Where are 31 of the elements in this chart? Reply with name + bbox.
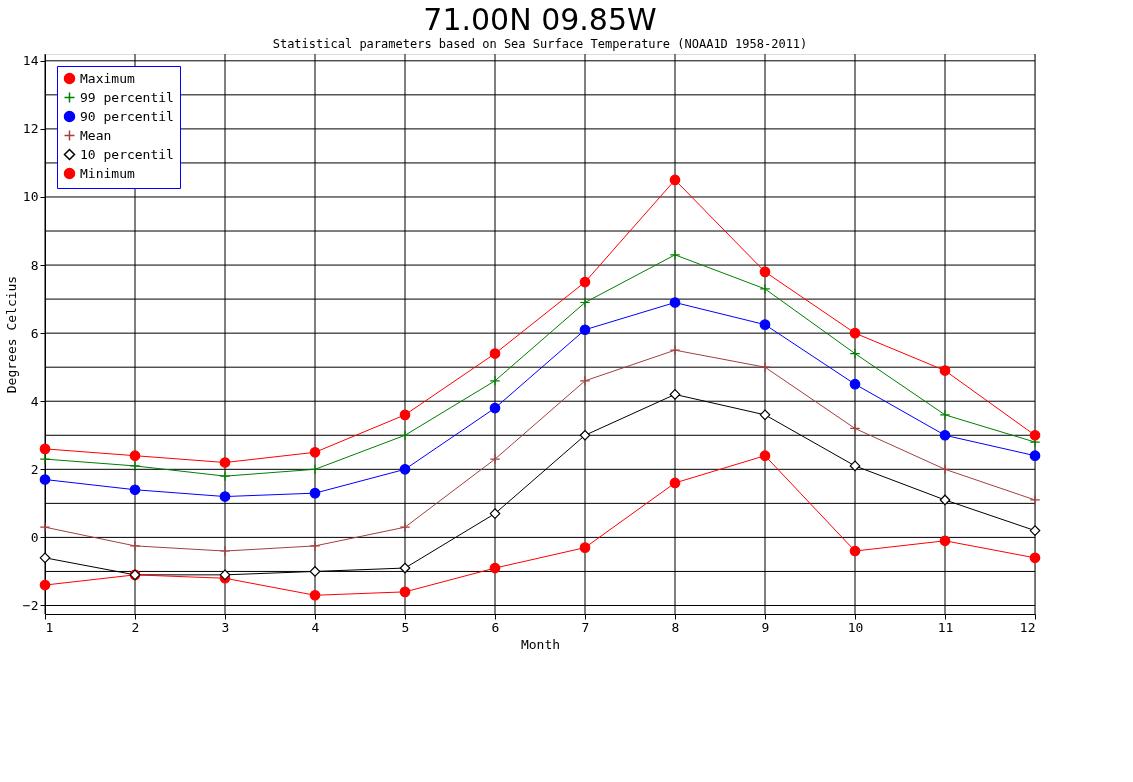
x-tick-label: 2: [131, 619, 140, 635]
y-tick-label: 14: [22, 53, 39, 69]
y-tick-label: 12: [22, 121, 39, 137]
y-tick-label: 10: [22, 189, 39, 205]
y-tick-label: −2: [22, 597, 39, 613]
legend-label: Mean: [80, 127, 112, 143]
x-tick-label: 9: [761, 619, 770, 635]
y-axis-title: Degrees Celcius: [3, 275, 19, 394]
x-axis-title: Month: [520, 636, 561, 652]
x-tick-label: 6: [491, 619, 500, 635]
x-tick-label: 4: [311, 619, 320, 635]
chart-subtitle: Statistical parameters based on Sea Surface Temperature (NOAA1D 1958-2011): [272, 36, 808, 51]
legend-label: Minimum: [80, 165, 135, 181]
x-tick-label: 1: [45, 619, 54, 635]
x-tick-label: 7: [581, 619, 590, 635]
x-tick-label: 10: [847, 619, 864, 635]
legend-label: Maximum: [80, 70, 135, 86]
y-tick-label: 2: [30, 461, 39, 477]
x-tick-label: 3: [221, 619, 230, 635]
chart-title: 71.00N 09.85W: [423, 1, 657, 37]
legend-label: 99 percentil: [80, 89, 174, 105]
x-tick-label: 5: [401, 619, 410, 635]
legend-label: 10 percentil: [80, 146, 174, 162]
y-tick-label: 4: [30, 393, 39, 409]
x-tick-label: 8: [671, 619, 680, 635]
x-tick-label: 12: [1019, 619, 1036, 635]
legend-label: 90 percentil: [80, 108, 174, 124]
y-tick-label: 0: [30, 529, 39, 545]
y-tick-label: 6: [30, 325, 39, 341]
y-tick-label: 8: [30, 257, 39, 273]
x-tick-label: 11: [937, 619, 954, 635]
